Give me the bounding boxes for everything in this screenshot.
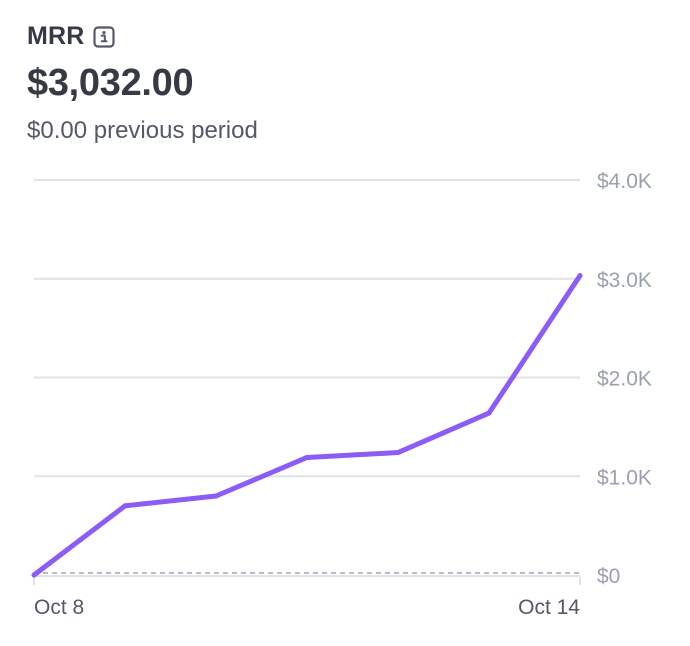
y-tick-label-4: $4.0K xyxy=(597,170,652,193)
data-point-oct-11 xyxy=(304,454,310,460)
data-point-oct-8 xyxy=(31,572,37,578)
chart-svg: $0 $1.0K $2.0K $3.0K $4.0K Oct 8 Oct 14 xyxy=(31,170,652,619)
mrr-series-line xyxy=(31,273,583,578)
y-tick-label-3: $3.0K xyxy=(597,269,652,292)
y-tick-label-2: $2.0K xyxy=(597,368,652,391)
mrr-line-chart: $0 $1.0K $2.0K $3.0K $4.0K Oct 8 Oct 14 xyxy=(0,160,690,646)
x-tick-label-start: Oct 8 xyxy=(34,596,84,619)
data-point-oct-13 xyxy=(486,410,492,416)
metric-value: $3,032.00 xyxy=(27,62,194,104)
metric-title: MRR xyxy=(27,22,85,50)
data-point-oct-14 xyxy=(577,273,583,279)
info-icon[interactable] xyxy=(92,25,115,48)
y-tick-label-1: $1.0K xyxy=(597,466,652,489)
data-point-oct-12 xyxy=(395,450,401,456)
data-point-oct-9 xyxy=(122,503,128,509)
previous-period-text: $0.00 previous period xyxy=(27,117,258,144)
y-tick-label-0: $0 xyxy=(597,565,620,588)
x-tick-label-end: Oct 14 xyxy=(518,596,580,619)
metric-header: MRR xyxy=(27,22,115,51)
data-point-oct-10 xyxy=(213,493,219,499)
